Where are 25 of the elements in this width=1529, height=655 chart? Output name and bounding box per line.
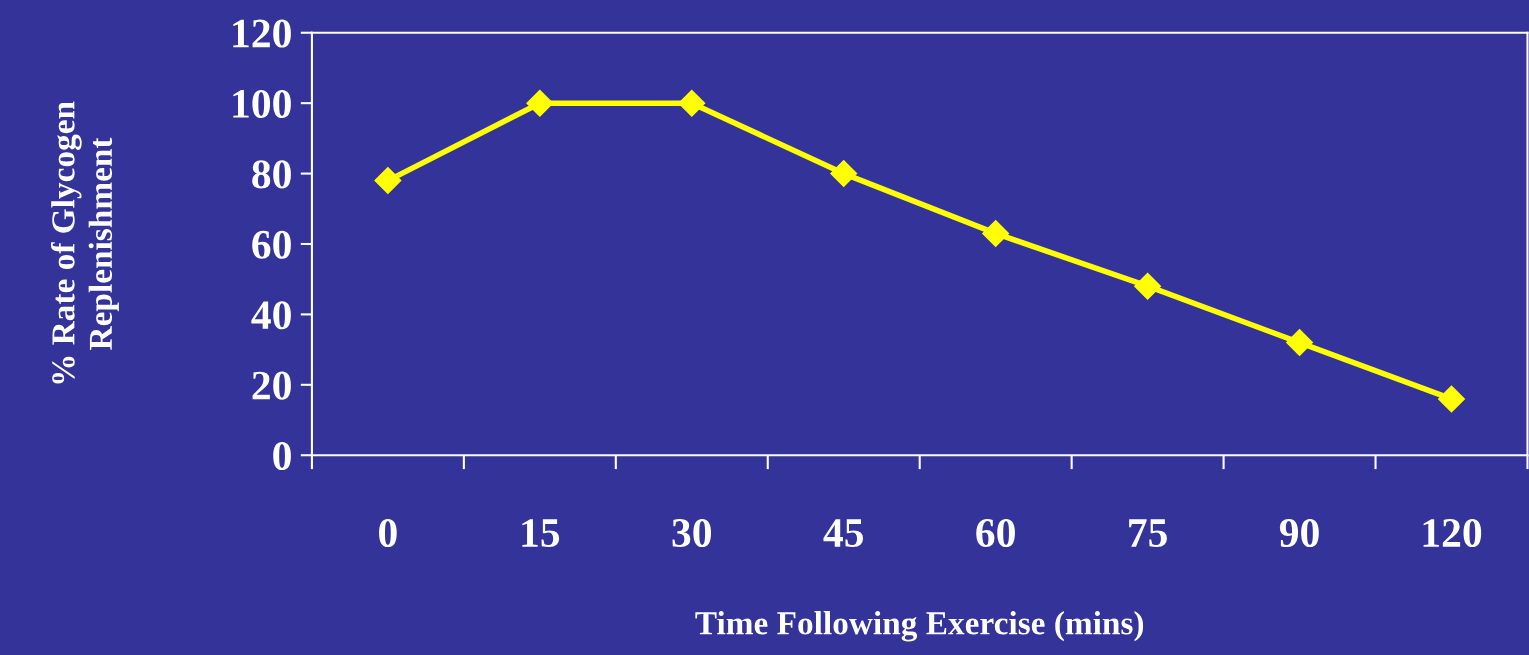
- y-tick-label: 20: [252, 371, 291, 400]
- x-tick-label: 90: [1279, 518, 1319, 548]
- y-tick-label: 120: [233, 19, 291, 48]
- point: [1438, 385, 1465, 413]
- x-tick-label: 30: [672, 518, 712, 548]
- x-tick-label: 75: [1129, 519, 1167, 548]
- x-tick-label: 0: [379, 518, 397, 548]
- y-tick-label: 80: [252, 160, 291, 189]
- x-axis-title: Time Following Exercise (mins): [695, 611, 1144, 642]
- x-tick-label: 60: [976, 518, 1015, 548]
- point: [1134, 272, 1162, 300]
- point: [1286, 329, 1314, 357]
- y-tick-label: 100: [233, 89, 291, 119]
- y-axis-title: % Rate of Glycogen Replenishment: [50, 101, 119, 384]
- y-tick-label: 40: [251, 301, 291, 330]
- y-tick-label: 60: [252, 230, 291, 259]
- point: [830, 160, 858, 188]
- y-tick-label: 0: [273, 441, 291, 471]
- x-tick-label: 45: [823, 519, 864, 548]
- x-tick-label: 15: [522, 519, 560, 548]
- point: [526, 89, 554, 117]
- point: [678, 89, 706, 117]
- point: [982, 219, 1010, 247]
- point: [374, 167, 402, 195]
- x-tick-label: 120: [1423, 518, 1482, 548]
